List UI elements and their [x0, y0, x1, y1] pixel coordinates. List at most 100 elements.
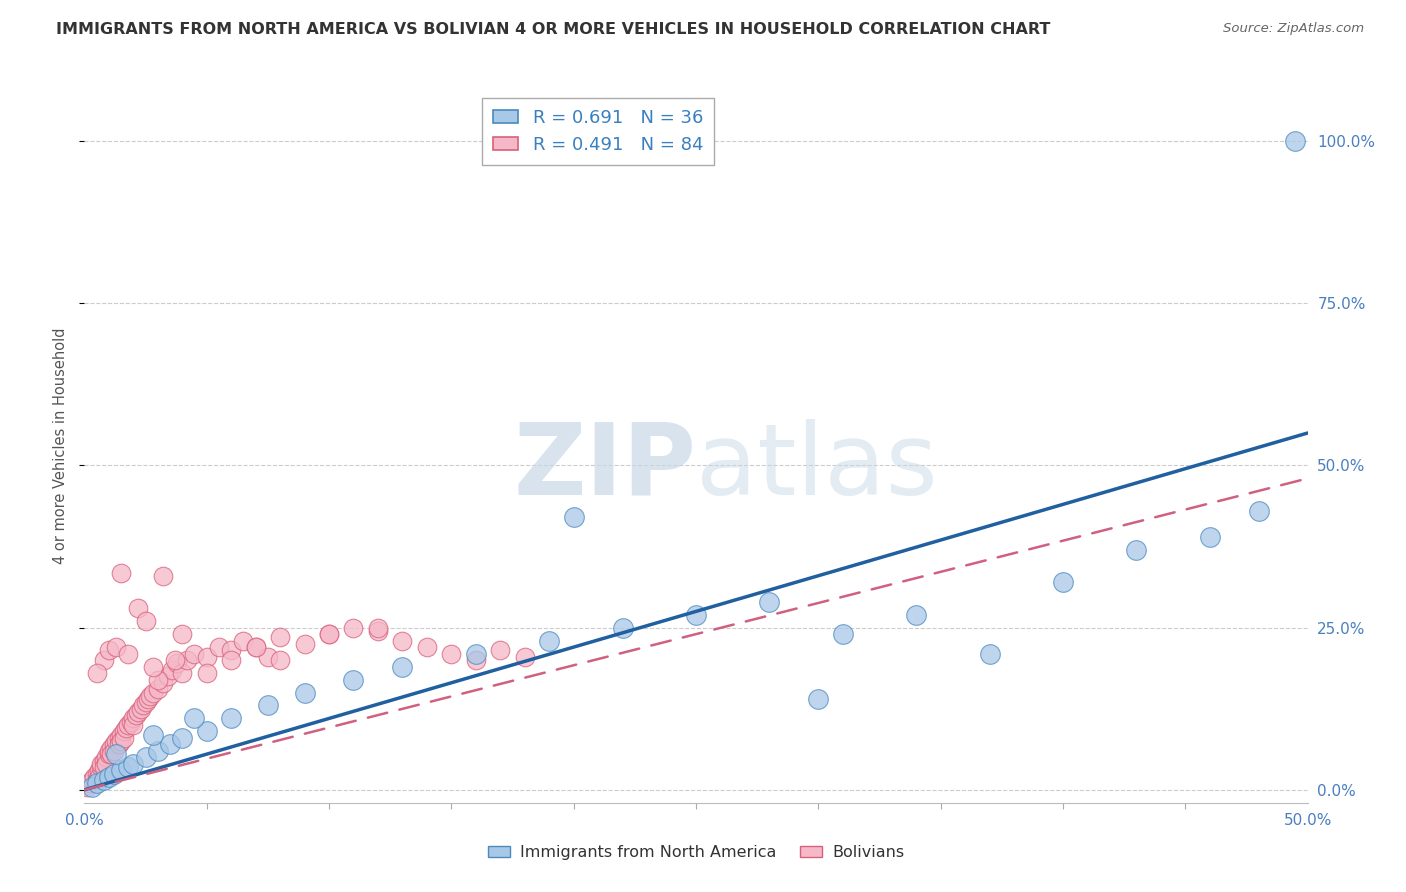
Point — [612, 621, 634, 635]
Point — [807, 692, 830, 706]
Point — [367, 621, 389, 635]
Y-axis label: 4 or more Vehicles in Household: 4 or more Vehicles in Household — [53, 327, 69, 565]
Point — [342, 621, 364, 635]
Text: IMMIGRANTS FROM NORTH AMERICA VS BOLIVIAN 4 OR MORE VEHICLES IN HOUSEHOLD CORREL: IMMIGRANTS FROM NORTH AMERICA VS BOLIVIA… — [56, 22, 1050, 37]
Point — [758, 595, 780, 609]
Point — [112, 731, 135, 745]
Point — [86, 666, 108, 681]
Point — [93, 760, 115, 774]
Point — [122, 718, 145, 732]
Point — [685, 607, 707, 622]
Point — [905, 607, 928, 622]
Point — [979, 647, 1001, 661]
Point — [464, 647, 486, 661]
Point — [129, 702, 152, 716]
Point — [269, 653, 291, 667]
Point — [103, 766, 125, 780]
Point — [172, 666, 194, 681]
Point — [159, 738, 181, 752]
Point — [90, 760, 112, 774]
Point — [112, 724, 135, 739]
Legend: Immigrants from North America, Bolivians: Immigrants from North America, Bolivians — [481, 838, 911, 866]
Point — [391, 633, 413, 648]
Point — [163, 653, 186, 667]
Point — [146, 682, 169, 697]
Point — [100, 747, 122, 761]
Point — [96, 756, 118, 771]
Point — [1247, 504, 1270, 518]
Point — [183, 647, 205, 661]
Point — [562, 510, 585, 524]
Point — [136, 692, 159, 706]
Point — [318, 627, 340, 641]
Point — [86, 766, 108, 780]
Point — [117, 718, 139, 732]
Point — [1125, 542, 1147, 557]
Point — [110, 566, 132, 580]
Point — [96, 750, 118, 764]
Point — [135, 695, 157, 709]
Point — [135, 750, 157, 764]
Point — [105, 747, 128, 761]
Text: ZIP: ZIP — [513, 419, 696, 516]
Point — [318, 627, 340, 641]
Point — [257, 649, 280, 664]
Point — [245, 640, 267, 654]
Point — [110, 734, 132, 748]
Point — [195, 724, 218, 739]
Point — [269, 631, 291, 645]
Point — [139, 689, 162, 703]
Point — [342, 673, 364, 687]
Point — [294, 685, 316, 699]
Point — [831, 627, 853, 641]
Point — [93, 653, 115, 667]
Point — [367, 624, 389, 638]
Point — [105, 734, 128, 748]
Point — [125, 708, 148, 723]
Point — [122, 756, 145, 771]
Point — [156, 669, 179, 683]
Point — [97, 744, 120, 758]
Point — [80, 780, 103, 794]
Point — [110, 764, 132, 778]
Point — [195, 666, 218, 681]
Point — [107, 738, 129, 752]
Point — [86, 776, 108, 790]
Point — [93, 773, 115, 788]
Text: atlas: atlas — [696, 419, 938, 516]
Point — [416, 640, 439, 654]
Point — [219, 653, 242, 667]
Point — [76, 780, 98, 794]
Point — [162, 663, 184, 677]
Point — [97, 747, 120, 761]
Point — [146, 744, 169, 758]
Point — [538, 633, 561, 648]
Point — [513, 649, 536, 664]
Point — [219, 643, 242, 657]
Point — [391, 659, 413, 673]
Point — [208, 640, 231, 654]
Point — [142, 728, 165, 742]
Point — [245, 640, 267, 654]
Point — [183, 711, 205, 725]
Point — [105, 640, 128, 654]
Point — [152, 675, 174, 690]
Point — [97, 643, 120, 657]
Point — [77, 776, 100, 790]
Point — [87, 764, 110, 778]
Point — [489, 643, 512, 657]
Point — [172, 627, 194, 641]
Point — [464, 653, 486, 667]
Point — [87, 770, 110, 784]
Point — [103, 738, 125, 752]
Point — [86, 773, 108, 788]
Point — [132, 698, 155, 713]
Point — [257, 698, 280, 713]
Point — [83, 770, 105, 784]
Point — [152, 568, 174, 582]
Point — [122, 711, 145, 725]
Point — [127, 601, 149, 615]
Point — [1052, 575, 1074, 590]
Point — [195, 649, 218, 664]
Point — [107, 731, 129, 745]
